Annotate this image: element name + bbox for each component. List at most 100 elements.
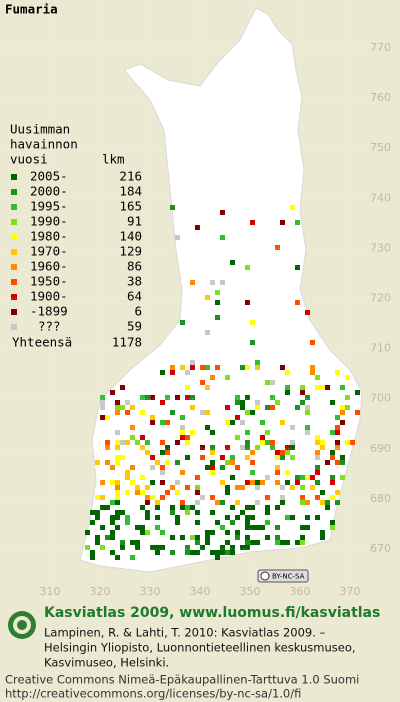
- occurrence-square: [130, 435, 135, 440]
- occurrence-square: [295, 540, 300, 545]
- occurrence-square: [335, 430, 340, 435]
- occurrence-square: [185, 435, 190, 440]
- occurrence-square: [235, 400, 240, 405]
- occurrence-square: [110, 480, 115, 485]
- occurrence-square: [245, 525, 250, 530]
- occurrence-square: [145, 500, 150, 505]
- occurrence-square: [295, 475, 300, 480]
- occurrence-square: [160, 370, 165, 375]
- legend-label: 1960-: [30, 259, 68, 274]
- legend-total: 1178: [112, 335, 142, 350]
- legend-label: 2000-: [30, 184, 68, 199]
- occurrence-square: [195, 550, 200, 555]
- occurrence-square: [315, 440, 320, 445]
- occurrence-square: [155, 460, 160, 465]
- map-title: Fumaria: [5, 2, 58, 17]
- occurrence-square: [255, 525, 260, 530]
- occurrence-square: [245, 480, 250, 485]
- occurrence-square: [250, 410, 255, 415]
- occurrence-square: [145, 450, 150, 455]
- occurrence-square: [115, 510, 120, 515]
- occurrence-square: [295, 480, 300, 485]
- occurrence-square: [190, 405, 195, 410]
- occurrence-square: [285, 385, 290, 390]
- occurrence-square: [335, 500, 340, 505]
- legend-heading: vuosi: [10, 152, 48, 167]
- legend-swatch: [11, 324, 17, 330]
- occurrence-square: [185, 550, 190, 555]
- occurrence-square: [305, 525, 310, 530]
- occurrence-square: [280, 485, 285, 490]
- occurrence-square: [220, 455, 225, 460]
- occurrence-square: [110, 500, 115, 505]
- legend-label: 1990-: [30, 214, 68, 229]
- occurrence-square: [305, 405, 310, 410]
- occurrence-square: [330, 450, 335, 455]
- occurrence-square: [305, 515, 310, 520]
- legend-swatch: [11, 219, 17, 225]
- country-outline: [79, 7, 363, 573]
- legend-heading: Uusimman: [10, 122, 70, 137]
- occurrence-square: [340, 420, 345, 425]
- occurrence-square: [170, 485, 175, 490]
- occurrence-square: [185, 485, 190, 490]
- y-tick-label: 700: [370, 392, 391, 405]
- occurrence-square: [275, 480, 280, 485]
- occurrence-square: [195, 475, 200, 480]
- occurrence-square: [225, 540, 230, 545]
- occurrence-square: [285, 540, 290, 545]
- occurrence-square: [170, 550, 175, 555]
- legend-count: 129: [119, 244, 142, 259]
- occurrence-square: [210, 450, 215, 455]
- occurrence-square: [325, 460, 330, 465]
- occurrence-square: [205, 295, 210, 300]
- occurrence-square: [205, 385, 210, 390]
- occurrence-square: [265, 535, 270, 540]
- occurrence-square: [155, 525, 160, 530]
- occurrence-square: [235, 415, 240, 420]
- occurrence-square: [255, 480, 260, 485]
- occurrence-square: [195, 500, 200, 505]
- legend-count: 86: [127, 259, 142, 274]
- occurrence-square: [105, 445, 110, 450]
- occurrence-square: [300, 385, 305, 390]
- occurrence-square: [335, 460, 340, 465]
- occurrence-square: [355, 410, 360, 415]
- occurrence-square: [255, 400, 260, 405]
- occurrence-square: [320, 490, 325, 495]
- occurrence-square: [225, 515, 230, 520]
- occurrence-square: [155, 505, 160, 510]
- occurrence-square: [160, 400, 165, 405]
- occurrence-square: [230, 420, 235, 425]
- occurrence-square: [245, 300, 250, 305]
- occurrence-square: [215, 500, 220, 505]
- occurrence-square: [115, 515, 120, 520]
- citation: Lampinen, R. & Lahti, T. 2010: Kasviatla…: [44, 626, 326, 640]
- occurrence-square: [145, 510, 150, 515]
- occurrence-square: [100, 395, 105, 400]
- occurrence-square: [320, 385, 325, 390]
- occurrence-square: [330, 400, 335, 405]
- occurrence-square: [100, 415, 105, 420]
- occurrence-square: [110, 550, 115, 555]
- occurrence-square: [340, 410, 345, 415]
- occurrence-square: [115, 555, 120, 560]
- occurrence-square: [200, 410, 205, 415]
- occurrence-square: [320, 500, 325, 505]
- occurrence-square: [285, 370, 290, 375]
- occurrence-square: [220, 210, 225, 215]
- occurrence-square: [160, 450, 165, 455]
- occurrence-square: [235, 395, 240, 400]
- occurrence-square: [250, 450, 255, 455]
- occurrence-square: [270, 380, 275, 385]
- occurrence-square: [135, 540, 140, 545]
- occurrence-square: [125, 475, 130, 480]
- occurrence-square: [95, 515, 100, 520]
- occurrence-square: [160, 470, 165, 475]
- occurrence-square: [120, 455, 125, 460]
- occurrence-square: [95, 510, 100, 515]
- occurrence-square: [160, 440, 165, 445]
- citation: Kasvimuseo, Helsinki.: [44, 656, 169, 670]
- occurrence-square: [215, 550, 220, 555]
